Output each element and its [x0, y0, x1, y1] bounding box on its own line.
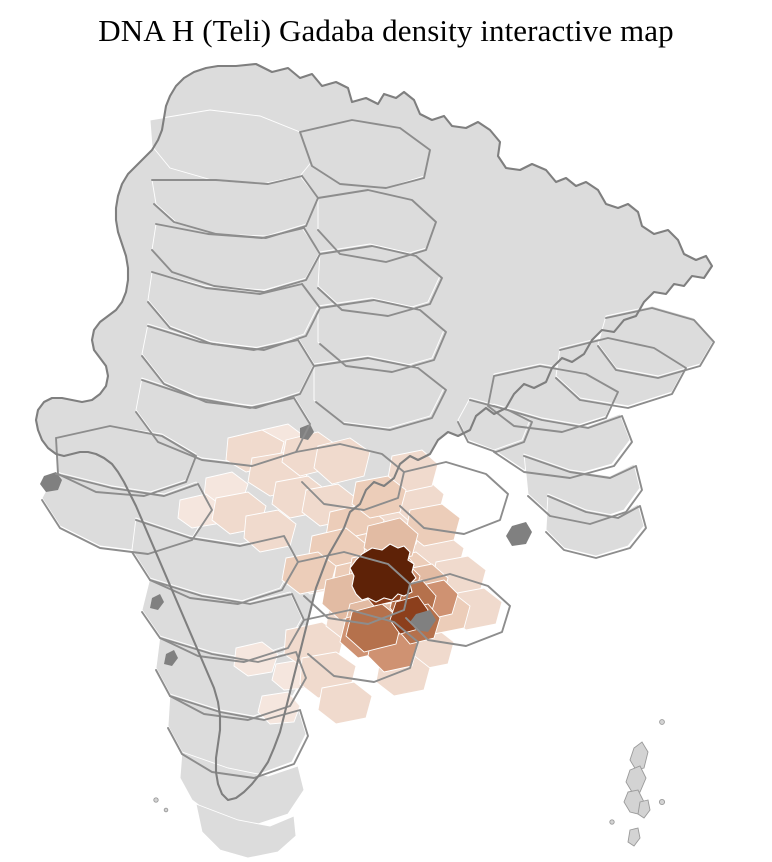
state-boundaries: [41, 119, 715, 779]
district-l1-e: [257, 691, 301, 725]
dark-patch-goa: [164, 650, 178, 666]
dark-patch-odisha-coast: [410, 610, 436, 632]
dark-coastal-patches: [40, 424, 532, 666]
district-l2-d: [313, 437, 371, 485]
island-dot-1: [659, 719, 665, 725]
island-andaman-mid: [625, 765, 647, 793]
island-andaman-north: [629, 741, 649, 771]
district-l1-c: [177, 493, 223, 529]
island-little-andaman: [627, 827, 641, 847]
island-dot-2: [658, 798, 666, 806]
dark-patch-mumbai: [150, 594, 164, 610]
island-dot-lakshadweep-2: [163, 807, 169, 813]
page-title: DNA H (Teli) Gadaba density interactive …: [98, 13, 674, 48]
island-dot-3: [609, 819, 615, 825]
island-territories: [153, 719, 666, 847]
map-svg[interactable]: [0, 58, 772, 862]
island-andaman-tail: [637, 799, 651, 819]
dark-patch-kutch: [40, 472, 62, 492]
dark-patch-sundarbans: [506, 522, 532, 546]
district-l2-k: [317, 681, 373, 725]
country-outline: [34, 62, 714, 802]
district-l3-h: [351, 475, 407, 519]
india-choropleth-map[interactable]: [0, 58, 772, 862]
island-dot-lakshadweep-1: [153, 797, 159, 803]
